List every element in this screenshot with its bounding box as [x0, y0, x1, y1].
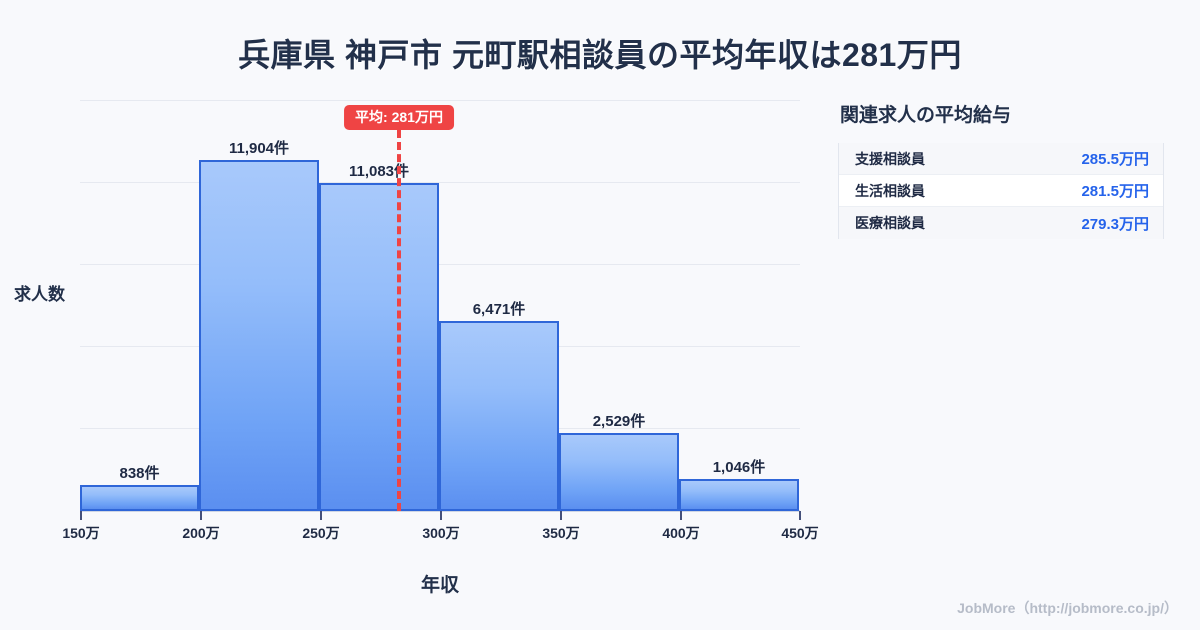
- tick-mark: [440, 511, 442, 520]
- gridline: [80, 264, 800, 265]
- histogram-bar[interactable]: [679, 479, 799, 511]
- tick-label: 300万: [422, 525, 460, 541]
- tick-mark: [680, 511, 682, 520]
- table-row[interactable]: 生活相談員 281.5万円: [839, 175, 1163, 207]
- table-row[interactable]: 支援相談員 285.5万円: [839, 143, 1163, 175]
- tick-mark: [799, 511, 801, 520]
- tick-label: 450万: [781, 525, 819, 541]
- footer-watermark: JobMore（http://jobmore.co.jp/）: [957, 600, 1178, 616]
- tick-label: 200万: [182, 525, 220, 541]
- table-row[interactable]: 医療相談員 279.3万円: [839, 207, 1163, 239]
- histogram-bar[interactable]: [559, 433, 679, 511]
- related-salary-title: 関連求人の平均給与: [840, 105, 1012, 126]
- related-salary-panel: 関連求人の平均給与 支援相談員 285.5万円 生活相談員 281.5万円 医療…: [838, 100, 1168, 239]
- bar-value-label: 2,529件: [592, 413, 646, 430]
- tick-mark: [560, 511, 562, 520]
- histogram-bar[interactable]: [199, 160, 319, 511]
- page-title: 兵庫県 神戸市 元町駅相談員の平均年収は281万円: [238, 37, 962, 73]
- gridline: [80, 182, 800, 183]
- related-job-name: 医療相談員: [855, 215, 925, 231]
- related-job-value: 279.3万円: [1081, 215, 1149, 233]
- bar-value-label: 1,046件: [712, 459, 766, 476]
- tick-label: 400万: [662, 525, 700, 541]
- bar-value-label: 11,904件: [228, 140, 290, 157]
- related-job-value: 281.5万円: [1081, 183, 1149, 200]
- gridline: [80, 100, 800, 101]
- tick-mark: [80, 511, 82, 520]
- related-salary-table: 支援相談員 285.5万円 生活相談員 281.5万円 医療相談員 279.3万…: [838, 143, 1164, 239]
- average-line: [397, 130, 401, 511]
- histogram-bar[interactable]: [80, 485, 199, 511]
- tick-mark: [320, 511, 322, 520]
- tick-mark: [200, 511, 202, 520]
- bar-value-label: 838件: [119, 465, 160, 482]
- histogram-bar[interactable]: [319, 183, 439, 511]
- tick-label: 150万: [62, 525, 100, 541]
- related-job-value: 285.5万円: [1081, 151, 1149, 168]
- related-job-name: 生活相談員: [855, 182, 925, 199]
- x-axis-title: 年収: [420, 575, 459, 596]
- bar-value-label: 6,471件: [472, 301, 526, 318]
- tick-label: 250万: [302, 525, 340, 541]
- bar-value-label: 11,083件: [348, 163, 410, 180]
- y-axis-title: 求人数: [14, 285, 65, 304]
- histogram-bar[interactable]: [439, 321, 559, 511]
- average-badge[interactable]: 平均: 281万円: [344, 105, 454, 130]
- tick-label: 350万: [542, 525, 580, 541]
- related-job-name: 支援相談員: [855, 150, 925, 167]
